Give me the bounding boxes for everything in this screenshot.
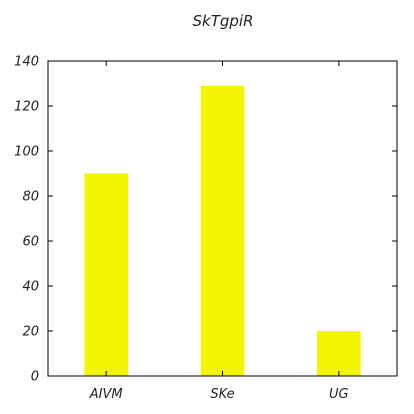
y-tick-label: 0: [31, 370, 39, 385]
x-tick-label-ug: UG: [329, 387, 349, 402]
chart-title: SkTgpiR: [192, 12, 253, 30]
y-tick-label: 140: [14, 55, 39, 70]
y-tick-label: 20: [22, 325, 39, 340]
ticks-layer: 0 20 40 60 80 100 120 140 AIVM SKe UG: [14, 55, 397, 402]
bar-aivm: [84, 173, 128, 376]
bar-ug: [317, 331, 361, 376]
y-tick-label: 80: [22, 190, 39, 205]
y-tick-label: 120: [14, 100, 39, 115]
y-tick-label: 100: [14, 145, 39, 160]
y-tick-label: 60: [22, 235, 39, 250]
x-tick-label-aivm: AIVM: [89, 387, 123, 402]
bar-ske: [200, 85, 245, 376]
y-tick-label: 40: [22, 280, 39, 295]
bars-layer: [84, 85, 361, 376]
x-tick-label-ske: SKe: [210, 387, 234, 402]
